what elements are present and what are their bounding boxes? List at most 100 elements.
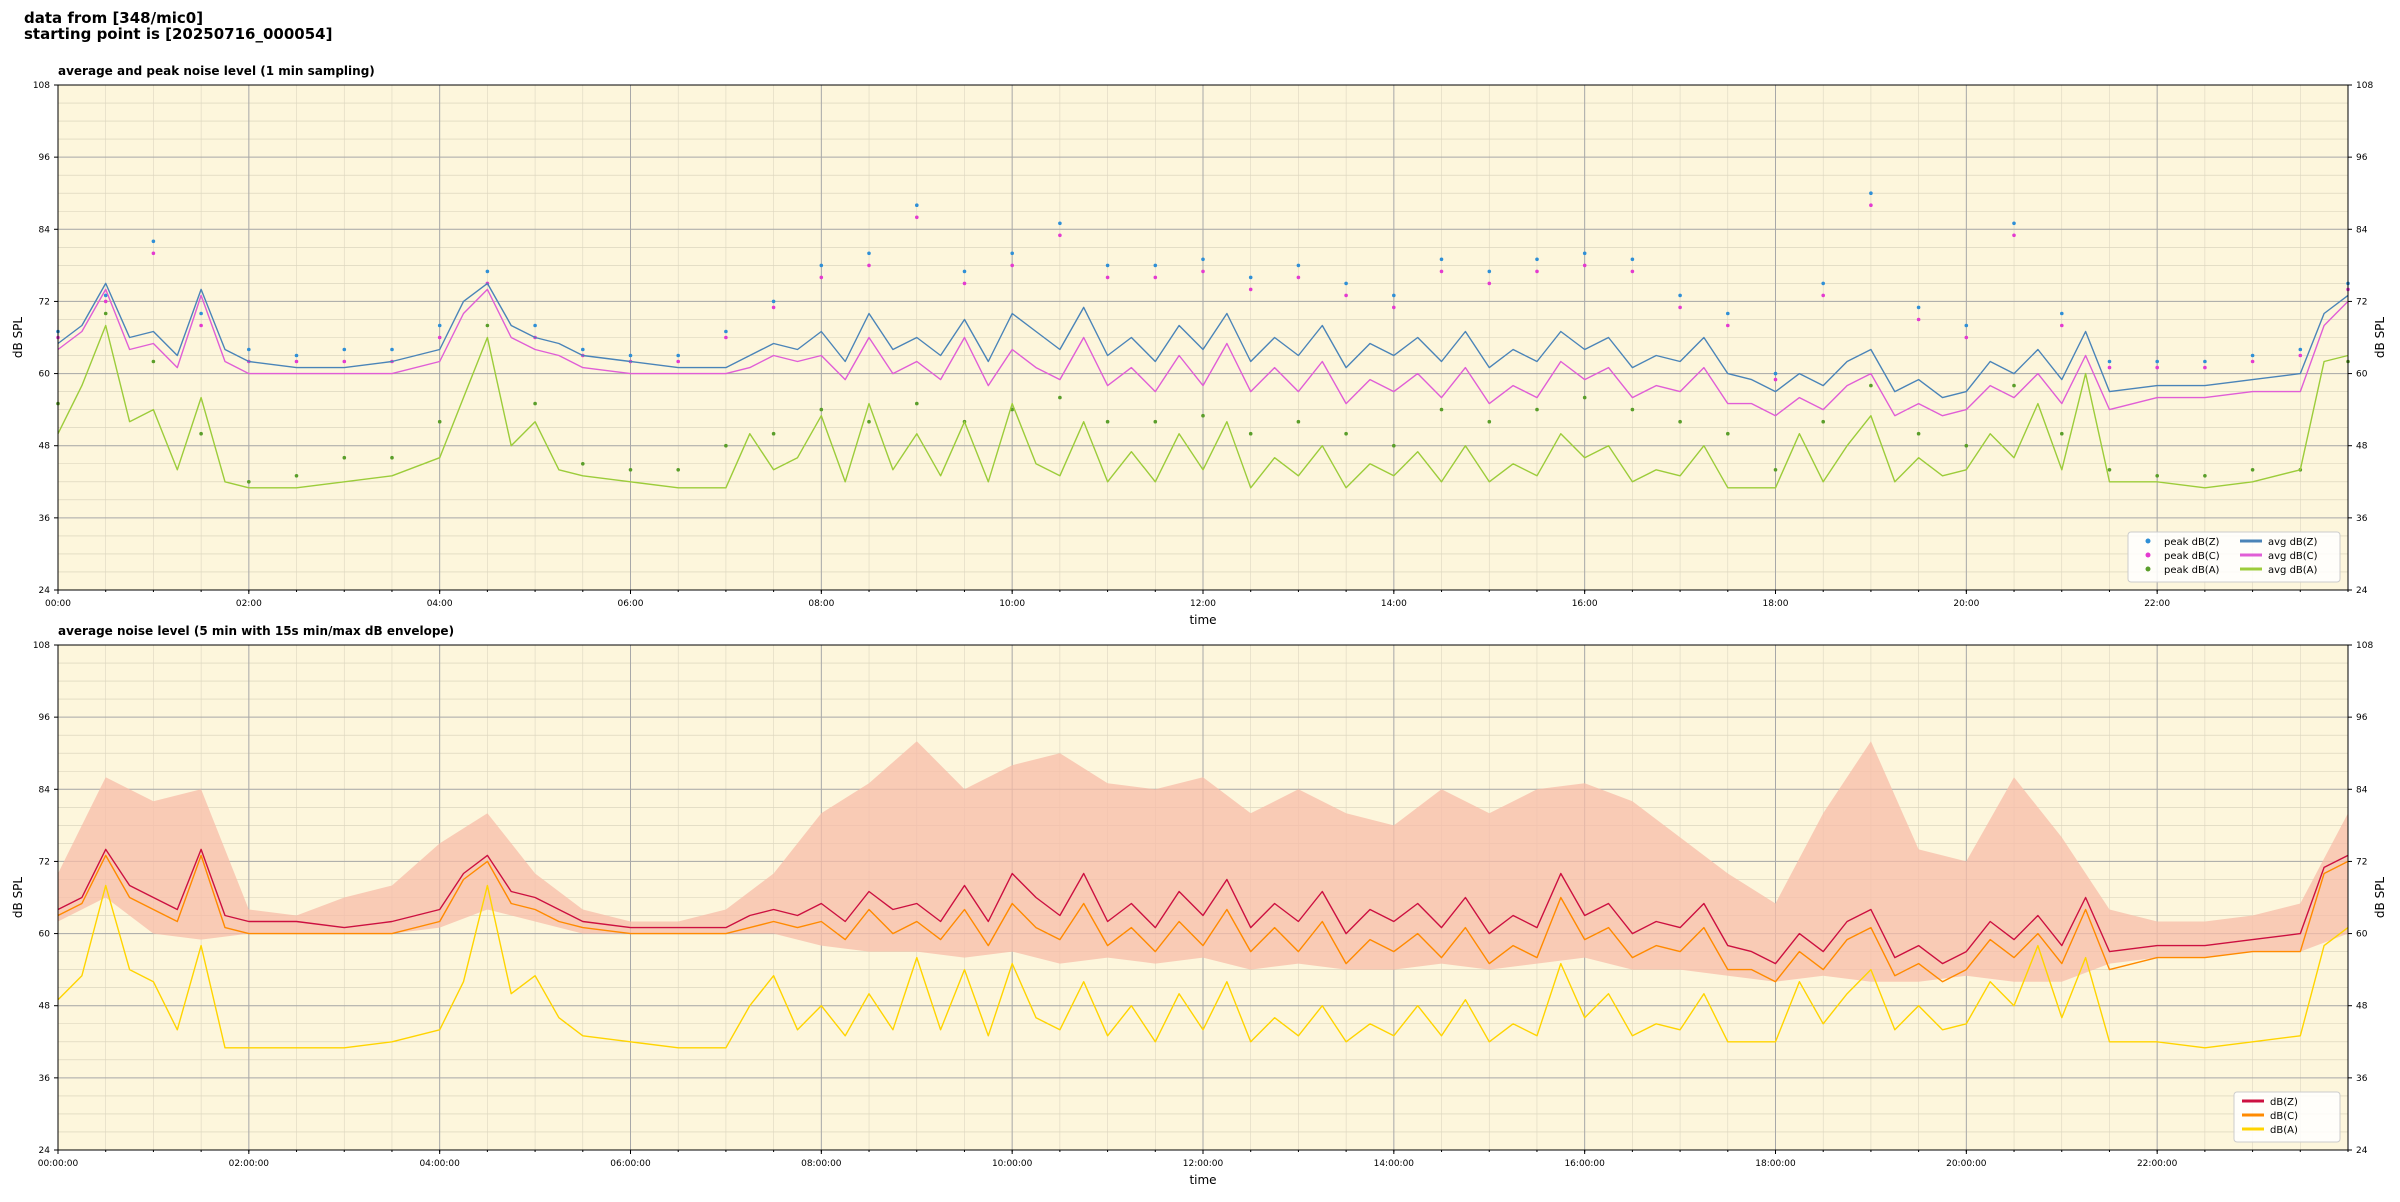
top-point-peak-db-z (581, 347, 585, 352)
top-point-peak-db-z (1392, 293, 1396, 298)
top-legend-marker (2145, 552, 2151, 558)
top-point-peak-db-a (1344, 431, 1348, 436)
top-point-peak-db-a (485, 323, 490, 328)
top-xtick-label: 14:00 (1381, 599, 1407, 609)
top-series-peak-db-c (56, 203, 2350, 382)
bottom-ytick-label-right: 108 (2356, 641, 2373, 651)
top-point-peak-db-c (2298, 353, 2303, 358)
top-xtick-label: 10:00 (999, 599, 1025, 609)
top-point-peak-db-c (1010, 263, 1014, 268)
bottom-ytick-label-left: 96 (39, 713, 51, 723)
top-point-peak-db-a (390, 455, 394, 460)
top-point-peak-db-a (1535, 407, 1539, 412)
top-xtick-label: 20:00 (1953, 599, 1979, 609)
top-point-peak-db-z (819, 263, 824, 268)
top-ytick-label-left: 60 (39, 370, 51, 380)
bottom-ytick-label-left: 72 (39, 857, 50, 867)
top-point-peak-db-a (1726, 431, 1730, 436)
top-point-peak-db-a (724, 443, 728, 448)
top-series-peak-db-a (56, 311, 2350, 484)
top-point-peak-db-z (2060, 311, 2064, 316)
top-point-peak-db-a (2250, 468, 2255, 472)
top-point-peak-db-c (1105, 275, 1110, 280)
top-point-peak-db-c (1248, 287, 1253, 292)
top-point-peak-db-z (1630, 257, 1635, 262)
top-point-peak-db-a (915, 401, 919, 406)
top-point-peak-db-z (533, 323, 537, 328)
top-point-peak-db-a (1582, 395, 1587, 400)
top-legend-label: avg dB(C) (2268, 551, 2318, 562)
top-point-peak-db-a (1964, 443, 1969, 448)
bottom-ytick-label-left: 108 (33, 641, 50, 651)
top-point-peak-db-a (2203, 474, 2207, 478)
top-ytick-label-left: 24 (39, 586, 51, 596)
top-point-peak-db-z (1248, 275, 1253, 280)
bottom-ytick-label-left: 84 (39, 785, 51, 795)
source-label: data from [348/mic0] (24, 9, 204, 27)
bottom-legend-label: dB(C) (2270, 1111, 2298, 1122)
top-point-peak-db-c (1439, 269, 1444, 274)
top-point-peak-db-c (1535, 269, 1539, 274)
bottom-ytick-label-right: 48 (2356, 1002, 2368, 1012)
top-point-peak-db-z (1010, 251, 1014, 256)
top-xtick-label: 06:00 (618, 599, 644, 609)
top-point-peak-db-a (581, 462, 585, 466)
bottom-series-db-a (57, 884, 2349, 1049)
bottom-xtick-label: 12:00:00 (1183, 1159, 1224, 1169)
top-point-peak-db-a (1439, 407, 1444, 412)
top-legend: peak dB(Z) peak dB(C) peak dB(A) avg dB(Z) a… (2127, 531, 2341, 583)
top-ytick-label-left: 72 (39, 297, 50, 307)
top-point-peak-db-z (1296, 263, 1301, 268)
top-point-peak-db-a (628, 468, 633, 472)
bottom-ytick-label-left: 24 (39, 1146, 51, 1156)
top-point-peak-db-a (867, 419, 871, 424)
top-ytick-label-right: 48 (2356, 442, 2368, 452)
top-point-peak-db-a (342, 455, 347, 460)
top-point-peak-db-c (1487, 281, 1492, 286)
top-point-peak-db-c (1916, 317, 1921, 322)
top-point-peak-db-z (390, 347, 394, 352)
top-series-avg-db-z (57, 282, 2349, 399)
top-point-peak-db-a (1296, 419, 1301, 424)
top-legend-label: avg dB(A) (2268, 565, 2318, 576)
top-point-peak-db-a (247, 480, 251, 484)
top-point-peak-db-a (437, 419, 442, 424)
bottom-line-db-z (57, 848, 2349, 965)
bottom-line-db-a (57, 884, 2349, 1049)
top-point-peak-db-a (1201, 413, 1205, 418)
bottom-xtick-label: 08:00:00 (801, 1159, 842, 1169)
top-point-peak-db-z (1916, 305, 1921, 310)
top-point-peak-db-z (2298, 347, 2303, 352)
top-legend-item: avg dB(A) (2240, 565, 2318, 576)
bottom-legend: dB(Z) dB(C) dB(A) (2233, 1091, 2341, 1143)
top-point-peak-db-z (771, 299, 776, 304)
top-point-peak-db-c (1201, 269, 1205, 274)
top-point-peak-db-a (533, 401, 537, 406)
top-legend-label: avg dB(Z) (2268, 537, 2318, 548)
top-point-peak-db-z (2203, 359, 2207, 364)
top-point-peak-db-a (1773, 468, 1778, 472)
top-point-peak-db-a (1916, 431, 1921, 436)
top-point-peak-db-z (1773, 371, 1778, 376)
top-point-peak-db-c (199, 323, 203, 328)
top-point-peak-db-a (1678, 419, 1682, 424)
bottom-line-db-c (57, 854, 2349, 983)
bottom-ytick-label-right: 24 (2356, 1146, 2368, 1156)
bottom-xtick-label: 04:00:00 (419, 1159, 460, 1169)
top-point-peak-db-c (342, 359, 347, 364)
bottom-legend-label: dB(A) (2270, 1125, 2298, 1136)
bottom-ytick-label-left: 48 (39, 1002, 51, 1012)
top-ytick-label-right: 84 (2356, 225, 2368, 235)
top-xtick-label: 16:00 (1572, 599, 1598, 609)
chart-average-peak: average and peak noise level (1 min samp… (11, 64, 2387, 627)
top-point-peak-db-c (2155, 365, 2159, 370)
top-ytick-label-left: 96 (39, 153, 51, 163)
top-point-peak-db-c (819, 275, 824, 280)
top-xlabel: time (1189, 613, 1216, 627)
top-point-peak-db-c (915, 215, 919, 220)
top-point-peak-db-z (1105, 263, 1110, 268)
top-point-peak-db-z (676, 353, 680, 358)
top-point-peak-db-z (1582, 251, 1587, 256)
top-point-peak-db-c (867, 263, 871, 268)
header: data from [348/mic0] starting point is [… (24, 10, 332, 42)
